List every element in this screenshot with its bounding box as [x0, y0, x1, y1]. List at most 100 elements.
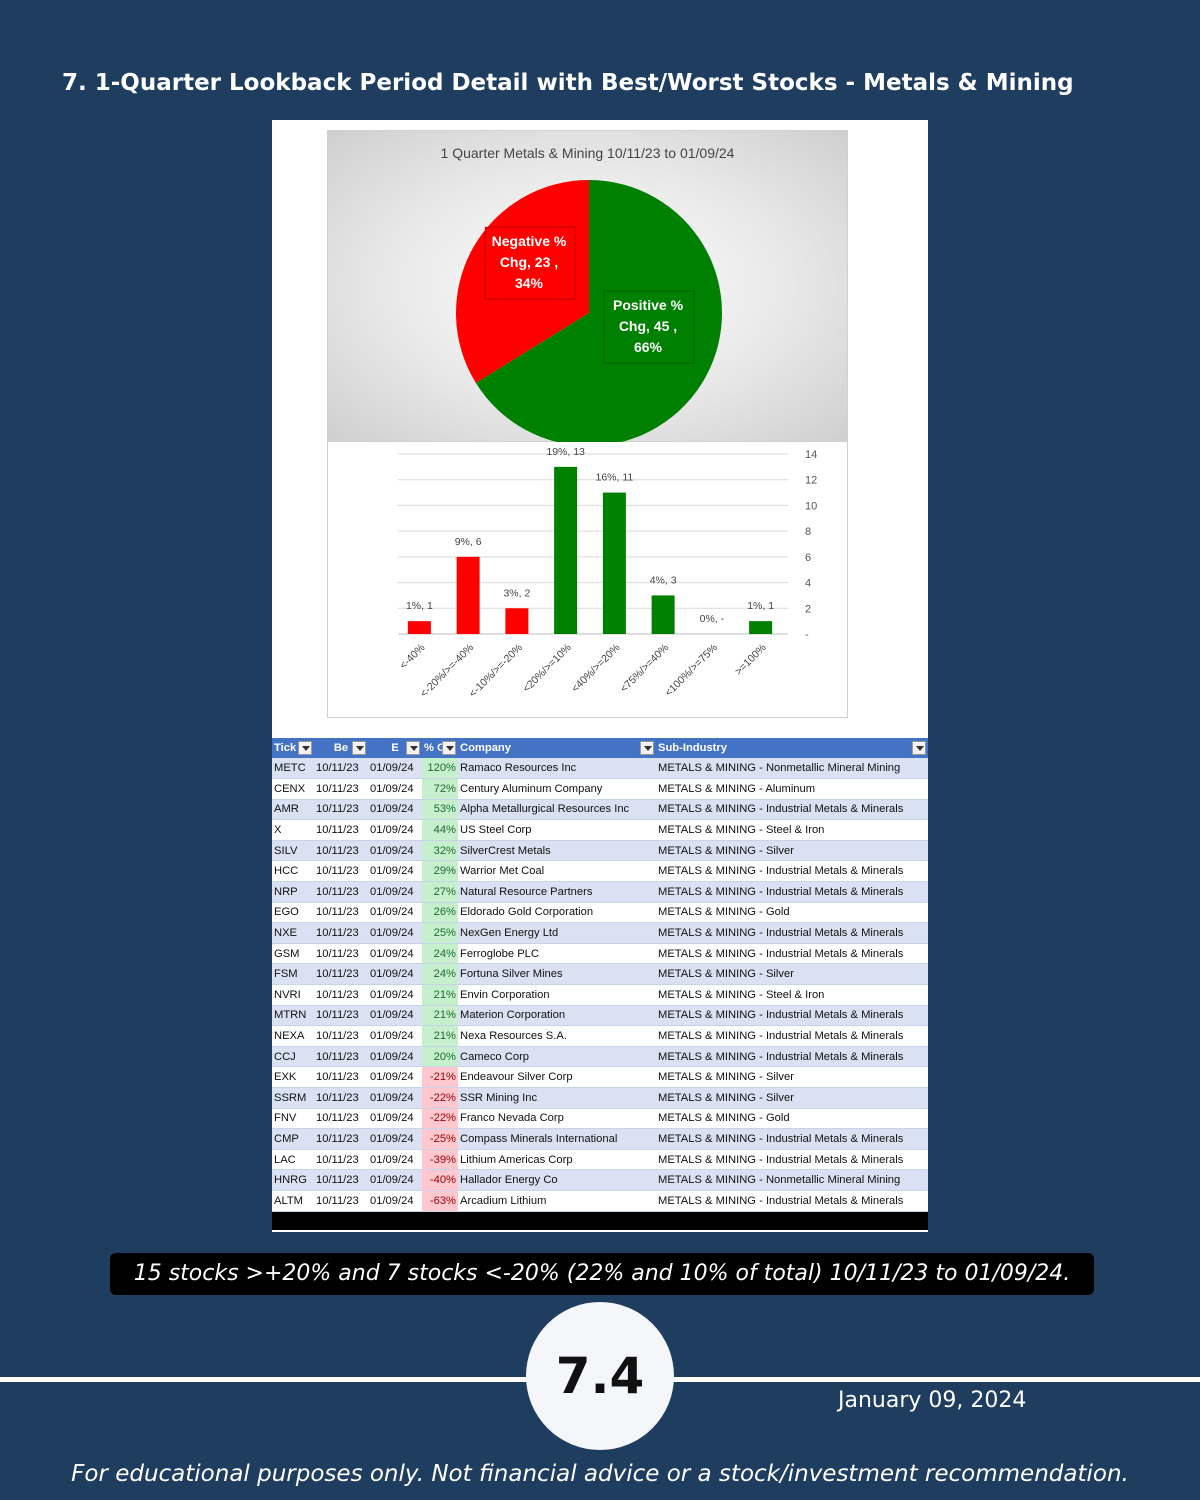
cell-company: NexGen Energy Ltd: [458, 922, 656, 944]
cell-sub-industry: METALS & MINING - Industrial Metals & Mi…: [656, 1190, 928, 1212]
cell-end-date: 01/09/24: [368, 902, 422, 924]
header-begin[interactable]: Be: [314, 738, 368, 758]
cell-end-date: 01/09/24: [368, 1108, 422, 1130]
table-row: FSM 10/11/23 01/09/24 24% Fortuna Silver Min…: [272, 963, 928, 986]
cell-sub-industry: METALS & MINING - Silver: [656, 963, 928, 986]
filter-dropdown-icon[interactable]: [912, 741, 926, 755]
cell-ticker: SSRM: [272, 1087, 314, 1109]
bar-data-label: 4%, 3: [650, 574, 677, 586]
cell-sub-industry: METALS & MINING - Nonmetallic Mineral Mi…: [656, 1169, 928, 1191]
cell-pct-change: -25%: [422, 1128, 458, 1150]
x-tick-label: >=100%: [733, 642, 769, 678]
cell-end-date: 01/09/24: [368, 1066, 422, 1088]
table-row: X 10/11/23 01/09/24 44% US Steel Corp METALS …: [272, 819, 928, 841]
y-tick-label: 8: [805, 526, 811, 538]
cell-begin-date: 10/11/23: [314, 1190, 368, 1212]
cell-begin-date: 10/11/23: [314, 984, 368, 1006]
y-tick-label: 14: [805, 449, 817, 461]
header-ticker[interactable]: Tick: [272, 738, 314, 758]
pie-slice-label: Negative % Chg, 23 , 34%: [484, 226, 576, 300]
cell-company: Natural Resource Partners: [458, 881, 656, 903]
table-row: GSM 10/11/23 01/09/24 24% Ferroglobe PLC META…: [272, 943, 928, 965]
pie-label-line: Chg, 45 ,: [619, 318, 677, 334]
bar: [602, 492, 626, 634]
cell-sub-industry: METALS & MINING - Steel & Iron: [656, 819, 928, 841]
table-row: MTRN 10/11/23 01/09/24 21% Materion Corporat…: [272, 1005, 928, 1027]
table-row: EGO 10/11/23 01/09/24 26% Eldorado Gold Corp…: [272, 902, 928, 924]
cell-ticker: NVRI: [272, 984, 314, 1006]
cell-company: Nexa Resources S.A.: [458, 1025, 656, 1047]
cell-sub-industry: METALS & MINING - Industrial Metals & Mi…: [656, 1025, 928, 1047]
bar-data-label: 19%, 13: [546, 446, 585, 458]
cell-begin-date: 10/11/23: [314, 1108, 368, 1130]
cell-begin-date: 10/11/23: [314, 1087, 368, 1109]
cell-sub-industry: METALS & MINING - Aluminum: [656, 778, 928, 800]
cell-end-date: 01/09/24: [368, 881, 422, 903]
cell-ticker: CCJ: [272, 1046, 314, 1068]
header-sub-industry[interactable]: Sub-Industry: [656, 738, 928, 758]
cell-ticker: CENX: [272, 778, 314, 800]
cell-begin-date: 10/11/23: [314, 840, 368, 862]
filter-dropdown-icon[interactable]: [352, 741, 366, 755]
cell-begin-date: 10/11/23: [314, 860, 368, 883]
x-tick-label: <100%/>=75%: [663, 642, 720, 699]
x-tick-label: <20%/>=10%: [520, 642, 573, 695]
cell-begin-date: 10/11/23: [314, 799, 368, 821]
cell-company: Alpha Metallurgical Resources Inc: [458, 799, 656, 821]
cell-ticker: HNRG: [272, 1169, 314, 1191]
cell-end-date: 01/09/24: [368, 1149, 422, 1171]
cell-company: Eldorado Gold Corporation: [458, 902, 656, 924]
cell-begin-date: 10/11/23: [314, 943, 368, 965]
pie-chart-area: 1 Quarter Metals & Mining 10/11/23 to 01…: [327, 130, 848, 443]
cell-pct-change: -40%: [422, 1169, 458, 1191]
cell-company: SilverCrest Metals: [458, 840, 656, 862]
header-label: E: [391, 742, 399, 754]
cell-pct-change: 25%: [422, 922, 458, 944]
cell-ticker: EGO: [272, 902, 314, 924]
header-end[interactable]: E: [368, 738, 422, 758]
cell-ticker: FNV: [272, 1108, 314, 1130]
cell-ticker: ALTM: [272, 1190, 314, 1212]
cell-sub-industry: METALS & MINING - Silver: [656, 1066, 928, 1088]
cell-end-date: 01/09/24: [368, 1005, 422, 1027]
report-date: January 09, 2024: [838, 1388, 1027, 1413]
cell-company: Compass Minerals International: [458, 1128, 656, 1150]
cell-end-date: 01/09/24: [368, 1025, 422, 1047]
table-row: METC 10/11/23 01/09/24 120% Ramaco Resources…: [272, 758, 928, 780]
header-label: Sub-Industry: [658, 742, 727, 754]
header-pct-change[interactable]: % C: [422, 738, 458, 758]
cell-begin-date: 10/11/23: [314, 1169, 368, 1191]
cell-pct-change: 120%: [422, 758, 458, 780]
filter-dropdown-icon[interactable]: [640, 741, 654, 755]
bar: [554, 466, 578, 634]
bar: [407, 621, 431, 634]
cell-end-date: 01/09/24: [368, 758, 422, 780]
cell-ticker: NEXA: [272, 1025, 314, 1047]
pie-chart-title: 1 Quarter Metals & Mining 10/11/23 to 01…: [440, 145, 735, 161]
cell-begin-date: 10/11/23: [314, 881, 368, 903]
cell-sub-industry: METALS & MINING - Industrial Metals & Mi…: [656, 881, 928, 903]
filter-dropdown-icon[interactable]: [442, 741, 456, 755]
cell-company: Materion Corporation: [458, 1005, 656, 1027]
page-heading: 7. 1-Quarter Lookback Period Detail with…: [62, 70, 1074, 96]
header-label: Company: [460, 742, 511, 754]
cell-ticker: CMP: [272, 1128, 314, 1150]
filter-dropdown-icon[interactable]: [406, 741, 420, 755]
table-footer-bar: [272, 1211, 928, 1230]
cell-begin-date: 10/11/23: [314, 902, 368, 924]
cell-company: Ramaco Resources Inc: [458, 758, 656, 780]
cell-begin-date: 10/11/23: [314, 758, 368, 780]
cell-company: Arcadium Lithium: [458, 1190, 656, 1212]
filter-dropdown-icon[interactable]: [298, 741, 312, 755]
cell-begin-date: 10/11/23: [314, 963, 368, 986]
header-company[interactable]: Company: [458, 738, 656, 758]
cell-end-date: 01/09/24: [368, 1046, 422, 1068]
page-number-badge: 7.4: [526, 1302, 674, 1450]
cell-company: Lithium Americas Corp: [458, 1149, 656, 1171]
cell-pct-change: -63%: [422, 1190, 458, 1212]
y-tick-label: -: [805, 629, 809, 641]
header-label: % C: [424, 742, 446, 754]
bar-data-label: 3%, 2: [503, 587, 530, 599]
cell-sub-industry: METALS & MINING - Industrial Metals & Mi…: [656, 860, 928, 883]
